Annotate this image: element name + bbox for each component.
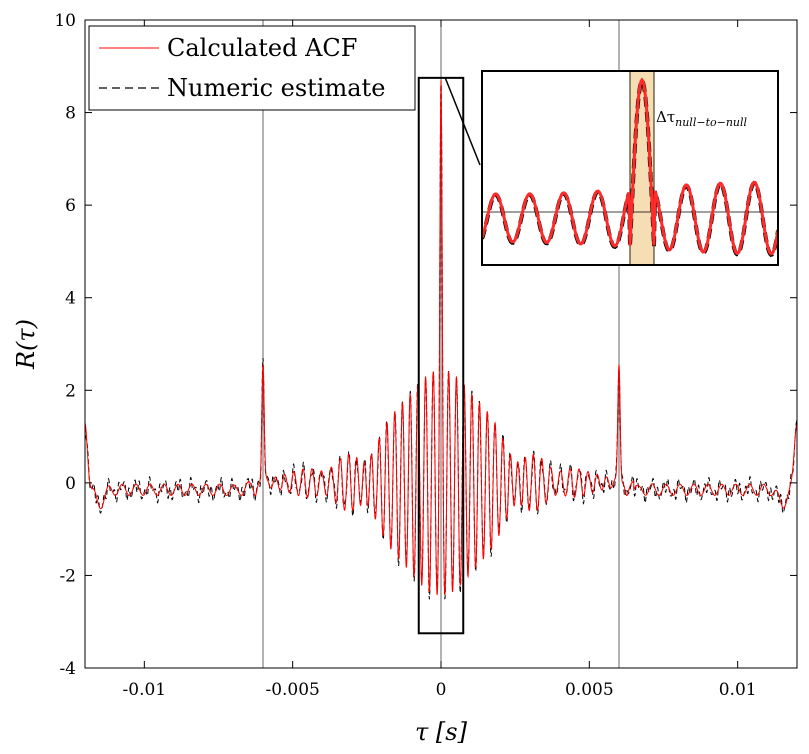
x-tick-label: -0.01 [123, 680, 167, 700]
y-axis-ticks: -4 -2 0 2 4 6 8 10 [54, 11, 797, 679]
legend-box [88, 25, 416, 111]
y-tick-label: 4 [65, 289, 76, 309]
zoom-connector-line [444, 77, 481, 166]
y-tick-label: 10 [54, 11, 76, 31]
x-tick-label: 0 [436, 680, 447, 700]
x-tick-label: 0.005 [565, 680, 614, 700]
y-tick-label: 8 [65, 104, 76, 124]
y-axis-title: R(τ) [12, 319, 40, 370]
y-tick-label: 2 [65, 381, 76, 401]
legend: Calculated ACF Numeric estimate [88, 25, 416, 111]
y-tick-label: -4 [59, 659, 76, 679]
y-tick-label: 6 [65, 196, 76, 216]
x-tick-label: -0.005 [265, 680, 319, 700]
inset-annotation: Δτnull−to−null [656, 108, 748, 129]
x-axis-title: τ [s] [415, 718, 468, 746]
zoom-inset: Δτnull−to−null [481, 70, 779, 266]
legend-label-calculated-acf: Calculated ACF [167, 34, 357, 62]
y-tick-label: 0 [65, 474, 76, 494]
x-tick-label: 0.01 [719, 680, 757, 700]
legend-label-numeric-estimate: Numeric estimate [167, 74, 385, 102]
y-tick-label: -2 [59, 566, 76, 586]
zoom-region-box [417, 76, 465, 635]
inset-frame [481, 70, 779, 266]
series-calculated-acf-line [85, 80, 797, 596]
inset-calculated-acf-line [482, 77, 778, 256]
x-axis-ticks: -0.01 -0.005 0 0.005 0.01 [123, 20, 757, 700]
